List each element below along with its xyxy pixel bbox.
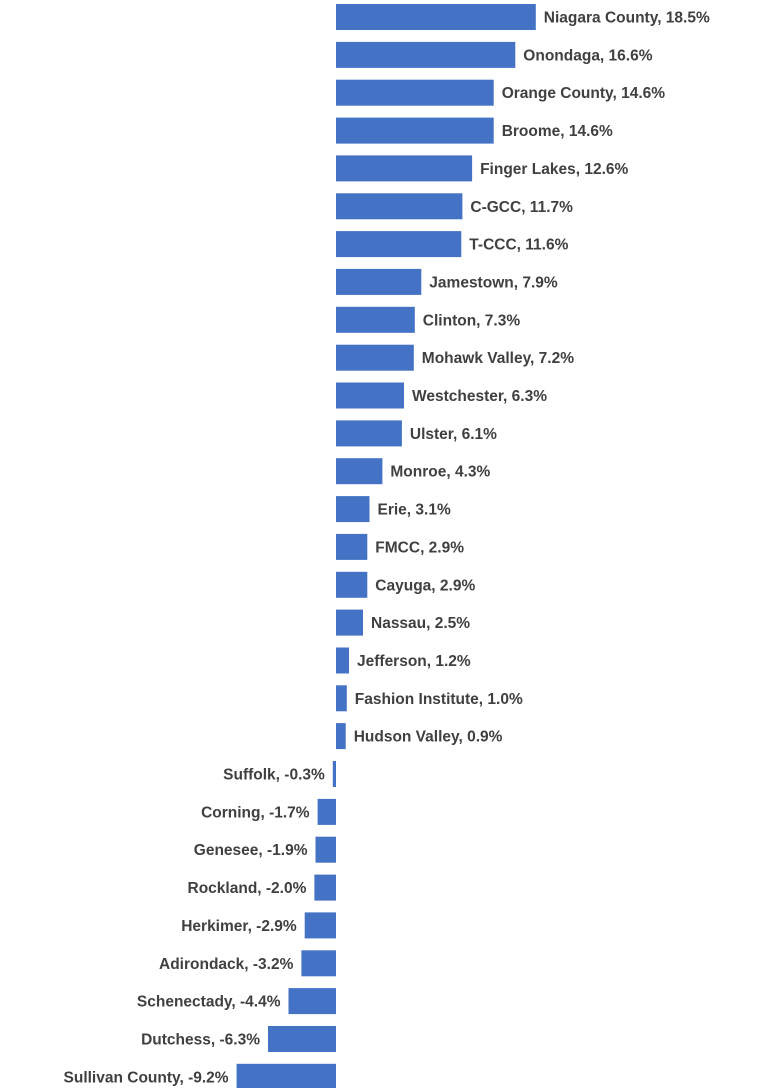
labels-group: Niagara County, 18.5% Onondaga, 16.6% Oran… — [64, 10, 710, 1087]
data-label-13: Erie, 3.1% — [378, 502, 451, 519]
bar-18 — [336, 685, 347, 712]
bar-23 — [314, 874, 336, 901]
data-label-18: Fashion Institute, 1.0% — [355, 691, 523, 708]
bar-1 — [336, 41, 516, 68]
bar-14 — [336, 533, 368, 560]
data-label-20: Suffolk, -0.3% — [223, 767, 325, 784]
bar-2 — [336, 79, 494, 106]
bar-27 — [268, 1026, 336, 1052]
data-label-22: Genesee, -1.9% — [194, 842, 308, 859]
data-label-3: Broome, 14.6% — [502, 123, 613, 140]
data-label-27: Dutchess, -6.3% — [141, 1032, 260, 1049]
data-label-25: Adirondack, -3.2% — [159, 956, 294, 973]
bar-24 — [304, 912, 336, 939]
bar-26 — [288, 988, 336, 1015]
bar-15 — [336, 571, 368, 598]
bar-10 — [336, 382, 404, 409]
data-label-15: Cayuga, 2.9% — [375, 577, 475, 594]
data-label-12: Monroe, 4.3% — [390, 464, 490, 481]
bar-7 — [336, 268, 422, 295]
bar-0 — [336, 4, 536, 30]
data-label-6: T-CCC, 11.6% — [469, 237, 568, 254]
data-label-16: Nassau, 2.5% — [371, 615, 470, 632]
data-label-21: Corning, -1.7% — [201, 804, 310, 821]
data-label-23: Rockland, -2.0% — [188, 880, 307, 897]
data-label-24: Herkimer, -2.9% — [181, 918, 297, 935]
bar-20 — [332, 761, 336, 787]
bar-4 — [336, 155, 473, 182]
bars-group — [236, 4, 536, 1088]
data-label-17: Jefferson, 1.2% — [357, 653, 471, 670]
data-label-10: Westchester, 6.3% — [412, 388, 547, 405]
bar-17 — [336, 647, 349, 674]
bar-11 — [336, 420, 402, 447]
data-label-26: Schenectady, -4.4% — [137, 994, 281, 1011]
data-label-14: FMCC, 2.9% — [375, 539, 464, 556]
bar-22 — [315, 836, 336, 863]
data-label-9: Mohawk Valley, 7.2% — [422, 350, 574, 367]
bar-8 — [336, 306, 415, 333]
data-label-8: Clinton, 7.3% — [423, 312, 521, 329]
bar-9 — [336, 344, 414, 371]
bar-3 — [336, 117, 494, 144]
bar-25 — [301, 950, 336, 977]
bar-28 — [236, 1063, 336, 1088]
bar-19 — [336, 723, 346, 750]
data-label-1: Onondaga, 16.6% — [523, 47, 652, 64]
bar-21 — [317, 798, 336, 825]
data-label-2: Orange County, 14.6% — [502, 85, 666, 102]
bar-16 — [336, 609, 363, 636]
data-label-5: C-GCC, 11.7% — [470, 199, 573, 216]
data-label-11: Ulster, 6.1% — [410, 426, 497, 443]
bar-5 — [336, 193, 463, 220]
data-label-0: Niagara County, 18.5% — [544, 10, 710, 27]
data-label-4: Finger Lakes, 12.6% — [480, 161, 628, 178]
bar-12 — [336, 458, 383, 485]
data-label-7: Jamestown, 7.9% — [429, 274, 558, 291]
bar-6 — [336, 231, 462, 258]
bar-13 — [336, 496, 370, 523]
data-label-19: Hudson Valley, 0.9% — [354, 729, 503, 746]
data-label-28: Sullivan County, -9.2% — [64, 1069, 229, 1086]
